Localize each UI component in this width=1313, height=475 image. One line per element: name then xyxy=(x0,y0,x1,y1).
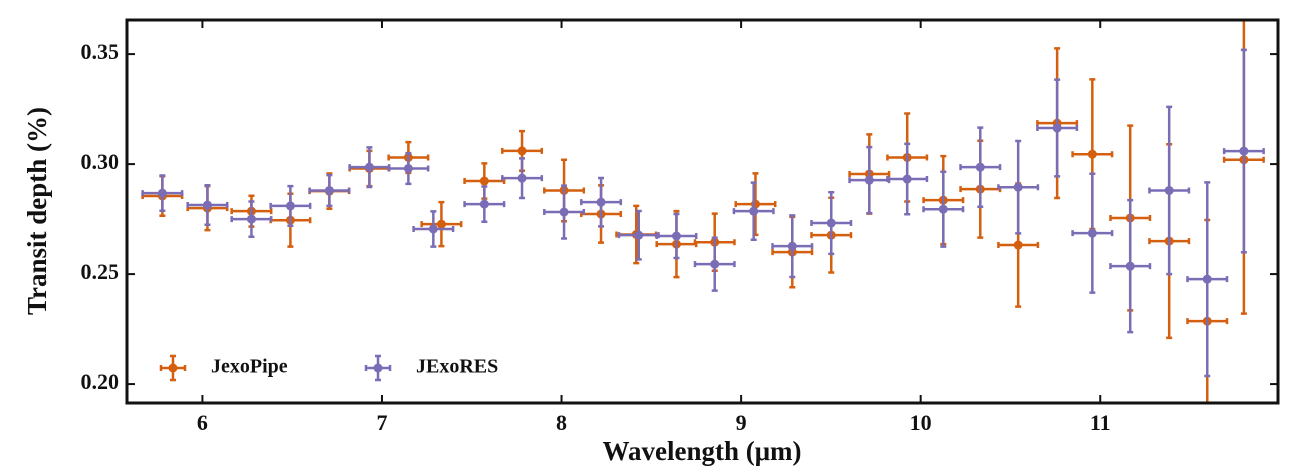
data-point xyxy=(436,219,446,229)
data-point xyxy=(975,162,985,172)
data-point xyxy=(1087,228,1097,238)
x-tick-label: 10 xyxy=(910,410,932,435)
x-axis-label: Wavelength (μm) xyxy=(602,436,801,466)
data-point xyxy=(671,231,681,241)
plot-area xyxy=(141,20,1265,403)
data-point xyxy=(517,173,527,183)
x-tick-label: 7 xyxy=(376,410,387,435)
series xyxy=(141,48,1265,378)
data-point xyxy=(1239,146,1249,156)
data-point xyxy=(479,176,489,186)
data-point xyxy=(246,214,256,224)
data-point xyxy=(1052,123,1062,133)
data-point xyxy=(324,185,334,195)
data-point xyxy=(403,163,413,173)
plot-frame xyxy=(125,18,1280,405)
data-point xyxy=(517,146,527,156)
data-point xyxy=(1013,182,1023,192)
data-point xyxy=(864,175,874,185)
data-point xyxy=(428,224,438,234)
legend-dot xyxy=(168,363,178,373)
series xyxy=(141,20,1265,403)
x-tick-label: 11 xyxy=(1090,410,1111,435)
data-point xyxy=(1087,149,1097,159)
data-point xyxy=(364,162,374,172)
y-tick-label: 0.20 xyxy=(81,369,120,394)
data-point xyxy=(938,204,948,214)
x-tick-label: 9 xyxy=(736,410,747,435)
data-point xyxy=(285,201,295,211)
x-tick-label: 8 xyxy=(556,410,567,435)
data-point xyxy=(1202,274,1212,284)
y-axis-label: Transit depth (%) xyxy=(22,107,52,315)
x-tick-label: 6 xyxy=(197,410,208,435)
data-point xyxy=(1125,261,1135,271)
data-point xyxy=(1164,185,1174,195)
data-point xyxy=(749,206,759,216)
data-point xyxy=(479,199,489,209)
data-point xyxy=(202,200,212,210)
legend-label: JexoPipe xyxy=(211,356,288,378)
legend-label: JExoRES xyxy=(416,356,498,378)
data-point xyxy=(634,230,644,240)
y-tick-label: 0.30 xyxy=(81,149,120,174)
data-point xyxy=(1013,240,1023,250)
y-tick-label: 0.35 xyxy=(81,39,120,64)
data-point xyxy=(559,207,569,217)
data-point xyxy=(787,241,797,251)
data-point xyxy=(902,174,912,184)
legend-dot xyxy=(373,363,383,373)
data-point xyxy=(710,259,720,269)
data-point xyxy=(826,218,836,228)
y-tick-label: 0.25 xyxy=(81,259,120,284)
data-point xyxy=(157,188,167,198)
data-point xyxy=(596,197,606,207)
